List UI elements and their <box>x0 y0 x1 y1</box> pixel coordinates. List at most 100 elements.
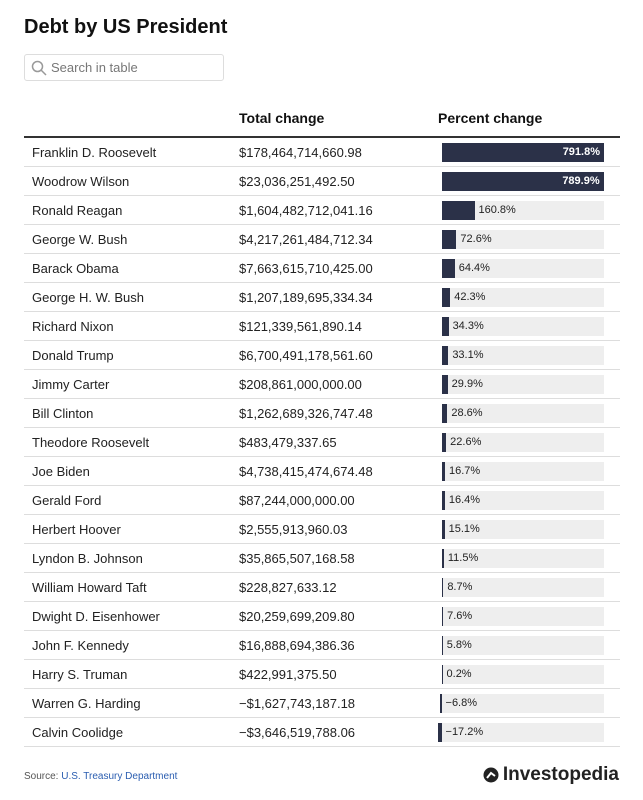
table-row[interactable]: Jimmy Carter $208,861,000,000.00 29.9% <box>24 370 620 399</box>
table-row[interactable]: Bill Clinton $1,262,689,326,747.48 28.6% <box>24 399 620 428</box>
percent-bar <box>441 607 444 626</box>
total-change: $4,217,261,484,712.34 <box>239 232 373 247</box>
total-change: −$3,646,519,788.06 <box>239 725 356 740</box>
president-name: Joe Biden <box>32 464 90 479</box>
president-name: Jimmy Carter <box>32 377 110 392</box>
total-change: $178,464,714,660.98 <box>239 145 362 160</box>
percent-label: 8.7% <box>447 581 473 593</box>
total-change: $208,861,000,000.00 <box>239 377 362 392</box>
bar-track <box>441 201 604 220</box>
table-row[interactable]: George W. Bush $4,217,261,484,712.34 72.6% <box>24 225 620 254</box>
percent-bar <box>441 259 455 278</box>
percent-label: 33.1% <box>452 349 484 361</box>
table-row[interactable]: John F. Kennedy $16,888,694,386.36 5.8% <box>24 631 620 660</box>
total-change: $4,738,415,474,674.48 <box>239 464 373 479</box>
bar-track <box>441 433 604 452</box>
percent-label: 28.6% <box>451 407 483 419</box>
bar-track <box>441 259 604 278</box>
percent-label: 34.3% <box>452 320 484 332</box>
total-change: $483,479,337.65 <box>239 435 337 450</box>
bar-track <box>441 607 604 626</box>
percent-bar <box>441 462 445 481</box>
bar-track <box>441 694 604 713</box>
percent-label: 5.8% <box>446 639 472 651</box>
total-change: $23,036,251,492.50 <box>239 174 355 189</box>
percent-bar <box>441 404 448 423</box>
total-change: $6,700,491,178,561.60 <box>239 348 373 363</box>
president-name: William Howard Taft <box>32 580 147 595</box>
bar-track <box>441 491 604 510</box>
percent-label: 64.4% <box>458 262 490 274</box>
percent-label: 789.9% <box>562 175 600 187</box>
bar-track <box>441 665 604 684</box>
table-row[interactable]: Calvin Coolidge −$3,646,519,788.06 −17.2% <box>24 718 620 747</box>
table-row[interactable]: Warren G. Harding −$1,627,743,187.18 −6.8% <box>24 689 620 718</box>
bar-track <box>441 375 604 394</box>
bar-track <box>441 346 604 365</box>
search-placeholder: Search in table <box>51 60 138 75</box>
president-name: Gerald Ford <box>32 493 102 508</box>
total-change: $20,259,699,209.80 <box>239 609 355 624</box>
search-icon <box>31 60 47 76</box>
table-row[interactable]: Herbert Hoover $2,555,913,960.03 15.1% <box>24 515 620 544</box>
percent-bar <box>441 491 445 510</box>
president-name: Warren G. Harding <box>32 696 141 711</box>
percent-label: 72.6% <box>460 233 492 245</box>
table-row[interactable]: William Howard Taft $228,827,633.12 8.7% <box>24 573 620 602</box>
percent-bar <box>441 520 445 539</box>
table-row[interactable]: George H. W. Bush $1,207,189,695,334.34 42… <box>24 283 620 312</box>
percent-bar <box>441 549 444 568</box>
percent-label: 22.6% <box>450 436 482 448</box>
table-row[interactable]: Richard Nixon $121,339,561,890.14 34.3% <box>24 312 620 341</box>
percent-label: 791.8% <box>562 146 600 158</box>
table-row[interactable]: Lyndon B. Johnson $35,865,507,168.58 11.5% <box>24 544 620 573</box>
table-row[interactable]: Franklin D. Roosevelt $178,464,714,660.98… <box>24 138 620 167</box>
president-name: George H. W. Bush <box>32 290 144 305</box>
table-row[interactable]: Barack Obama $7,663,615,710,425.00 64.4% <box>24 254 620 283</box>
percent-label: 29.9% <box>451 378 483 390</box>
total-change: $121,339,561,890.14 <box>239 319 362 334</box>
bar-track <box>441 723 604 742</box>
table-row[interactable]: Donald Trump $6,700,491,178,561.60 33.1% <box>24 341 620 370</box>
footer: Source: U.S. Treasury Department <box>24 771 177 782</box>
bar-track <box>441 230 604 249</box>
president-name: Richard Nixon <box>32 319 114 334</box>
percent-label: 42.3% <box>454 291 486 303</box>
president-name: John F. Kennedy <box>32 638 129 653</box>
president-name: Donald Trump <box>32 348 114 363</box>
header-rule <box>24 136 620 138</box>
president-name: Calvin Coolidge <box>32 725 124 740</box>
table-row[interactable]: Gerald Ford $87,244,000,000.00 16.4% <box>24 486 620 515</box>
table-row[interactable]: Ronald Reagan $1,604,482,712,041.16 160.8% <box>24 196 620 225</box>
logo-icon <box>483 767 499 783</box>
table-row[interactable]: Dwight D. Eisenhower $20,259,699,209.80 7.… <box>24 602 620 631</box>
column-header[interactable]: Total change <box>239 110 325 126</box>
total-change: $2,555,913,960.03 <box>239 522 348 537</box>
percent-bar <box>441 433 447 452</box>
percent-bar <box>438 723 442 742</box>
total-change: $228,827,633.12 <box>239 580 337 595</box>
column-header[interactable]: Percent change <box>438 110 543 126</box>
percent-bar <box>441 665 443 684</box>
search-box[interactable]: Search in table <box>24 54 224 81</box>
president-name: Ronald Reagan <box>32 203 123 218</box>
bar-track <box>441 404 604 423</box>
bar-track <box>441 462 604 481</box>
logo: Investopedia <box>483 764 619 786</box>
table-row[interactable]: Theodore Roosevelt $483,479,337.65 22.6% <box>24 428 620 457</box>
president-name: Harry S. Truman <box>32 667 128 682</box>
total-change: $35,865,507,168.58 <box>239 551 355 566</box>
president-name: George W. Bush <box>32 232 128 247</box>
logo-text: Investopedia <box>502 764 619 785</box>
percent-label: 16.4% <box>448 494 481 506</box>
source-link[interactable]: U.S. Treasury Department <box>61 771 178 782</box>
table-row[interactable]: Joe Biden $4,738,415,474,674.48 16.7% <box>24 457 620 486</box>
percent-bar <box>441 143 604 162</box>
percent-label: −6.8% <box>445 697 478 709</box>
percent-bar <box>441 346 449 365</box>
table-row[interactable]: Harry S. Truman $422,991,375.50 0.2% <box>24 660 620 689</box>
bar-track <box>441 549 604 568</box>
percent-label: 7.6% <box>447 610 473 622</box>
table-row[interactable]: Woodrow Wilson $23,036,251,492.50 789.9% <box>24 167 620 196</box>
percent-label: −17.2% <box>445 726 484 738</box>
